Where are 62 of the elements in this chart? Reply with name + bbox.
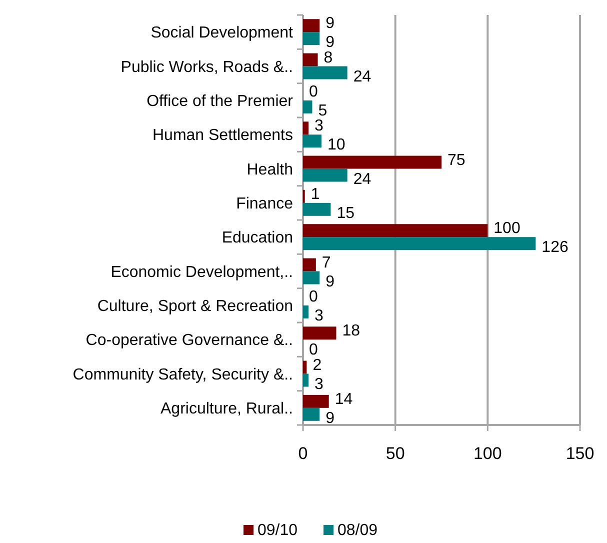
bar (303, 237, 536, 250)
data-label: 7 (322, 254, 331, 272)
data-label: 3 (314, 376, 324, 393)
bar (303, 32, 320, 46)
data-label: 3 (314, 118, 324, 135)
bar (303, 66, 348, 80)
bar (303, 19, 320, 32)
data-label: 9 (326, 410, 335, 428)
bar (303, 374, 309, 387)
data-label: 0 (309, 84, 318, 101)
bar (303, 271, 320, 284)
bar (303, 258, 316, 272)
bar (303, 202, 331, 216)
x-tick-label: 50 (386, 444, 405, 463)
data-label: 2 (312, 356, 322, 374)
data-label: 0 (309, 342, 318, 359)
y-tick-label: Human Settlements (152, 127, 293, 144)
y-tick-label: Community Safety, Security &.. (72, 366, 293, 384)
bar (303, 168, 348, 182)
x-tick-label: 150 (566, 444, 594, 463)
data-label: 24 (353, 170, 372, 188)
bar (303, 360, 307, 374)
data-label: 8 (324, 49, 333, 66)
y-tick-label: Finance (236, 196, 294, 213)
data-label: 15 (336, 205, 355, 222)
data-label: 9 (326, 34, 335, 52)
data-label: 0 (309, 288, 318, 306)
bar (303, 134, 322, 148)
y-tick-label: Co-operative Governance &.. (86, 332, 293, 350)
bar (303, 53, 318, 66)
data-label: 9 (326, 15, 335, 32)
data-label: 9 (326, 273, 335, 290)
data-label: 10 (327, 136, 346, 154)
y-tick-label: Culture, Sport & Recreation (97, 298, 293, 316)
data-label: 1 (310, 186, 320, 204)
y-tick-label: Education (222, 230, 293, 247)
data-label: 75 (448, 152, 466, 169)
x-tick-label: 0 (298, 444, 308, 463)
data-label: 14 (334, 391, 353, 408)
data-label: 100 (494, 220, 520, 238)
data-label: 24 (353, 68, 372, 86)
legend-label: 09/10 (258, 522, 298, 539)
bar (303, 122, 309, 135)
y-tick-label: Office of the Premier (146, 93, 294, 110)
data-label: 126 (542, 239, 568, 256)
y-tick-label: Economic Development,.. (110, 264, 293, 281)
bar (303, 305, 309, 318)
y-tick-label: Public Works, Roads &.. (120, 58, 293, 76)
y-tick-label: Agriculture, Rural.. (160, 400, 293, 418)
bar (303, 408, 320, 421)
data-label: 5 (318, 102, 328, 120)
bar (303, 394, 329, 408)
bar (303, 326, 336, 340)
bar (303, 224, 488, 238)
y-tick-label: Social Development (150, 24, 294, 42)
x-tick-label: 100 (473, 444, 502, 463)
data-label: 3 (314, 308, 324, 325)
bar (303, 156, 442, 169)
legend-label: 08/09 (338, 522, 378, 539)
bar (303, 100, 312, 114)
y-tick-label: Health (246, 161, 293, 178)
data-label: 18 (342, 322, 360, 340)
